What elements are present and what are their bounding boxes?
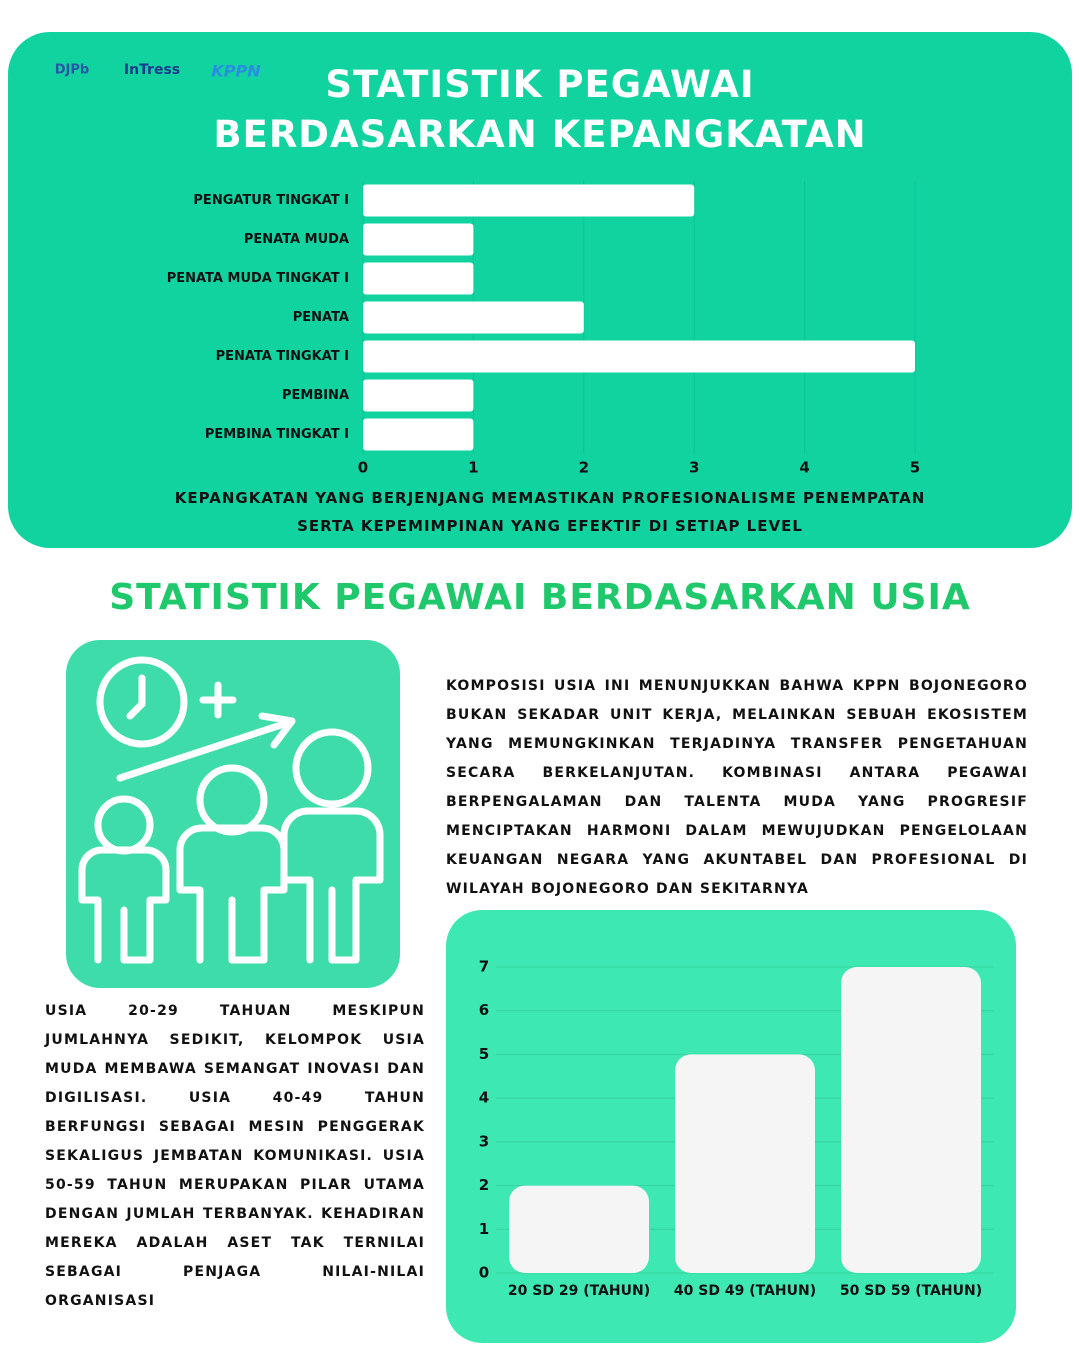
x-tick-label: 50 SD 59 (TAHUN) — [840, 1283, 982, 1299]
logo-text: InTress — [124, 62, 180, 78]
bar — [363, 223, 474, 256]
bar — [363, 301, 584, 334]
y-tick-label: 1 — [479, 1220, 489, 1238]
logo-text: KPPN — [211, 62, 261, 81]
x-tick-label: 40 SD 49 (TAHUN) — [674, 1283, 816, 1299]
x-tick-label: 2 — [579, 459, 589, 477]
chart-caption: KEPANGKATAN YANG BERJENJANG MEMASTIKAN P… — [174, 489, 926, 535]
logo-text: DJPb — [55, 63, 89, 78]
x-tick-label: 20 SD 29 (TAHUN) — [508, 1283, 650, 1299]
bar — [363, 262, 474, 295]
y-tick-label: 0 — [479, 1264, 489, 1282]
y-tick-label: 3 — [479, 1132, 489, 1150]
bar — [363, 184, 695, 217]
bar — [675, 1054, 815, 1273]
y-tick-label: PENATA — [293, 310, 349, 325]
x-tick-label: 3 — [689, 459, 699, 477]
x-tick-label: 1 — [468, 459, 478, 477]
y-tick-label: 2 — [479, 1176, 489, 1194]
bar — [363, 379, 474, 412]
bar — [509, 1185, 649, 1273]
x-tick-label: 4 — [799, 459, 809, 477]
top-card — [8, 32, 1072, 548]
section-title: STATISTIK PEGAWAI BERDASARKAN USIA — [109, 577, 971, 618]
y-tick-label: PEMBINA TINGKAT I — [205, 427, 349, 442]
y-tick-label: PEMBINA — [282, 388, 349, 403]
y-tick-label: 5 — [479, 1045, 489, 1063]
icon — [78, 656, 384, 964]
y-tick-label: 6 — [479, 1001, 489, 1019]
y-tick-label: 7 — [479, 958, 489, 976]
y-tick-label: PENGATUR TINGKAT I — [193, 193, 349, 208]
bar — [841, 967, 981, 1273]
paragraph: USIA 20-29 TAHUAN MESKIPUN JUMLAHNYA SED… — [45, 1003, 425, 1309]
paragraph: KOMPOSISI USIA INI MENUNJUKKAN BAHWA KPP… — [446, 678, 1028, 897]
chart-title: STATISTIK PEGAWAI BERDASARKAN KEPANGKATA… — [213, 63, 867, 156]
y-tick-label: 4 — [479, 1089, 489, 1107]
bar — [363, 418, 474, 451]
y-tick-label: PENATA TINGKAT I — [216, 349, 349, 364]
y-tick-label: PENATA MUDA — [244, 232, 349, 247]
y-tick-label: PENATA MUDA TINGKAT I — [167, 271, 349, 286]
x-tick-label: 0 — [358, 459, 368, 477]
x-tick-label: 5 — [910, 459, 920, 477]
bar — [363, 340, 915, 373]
